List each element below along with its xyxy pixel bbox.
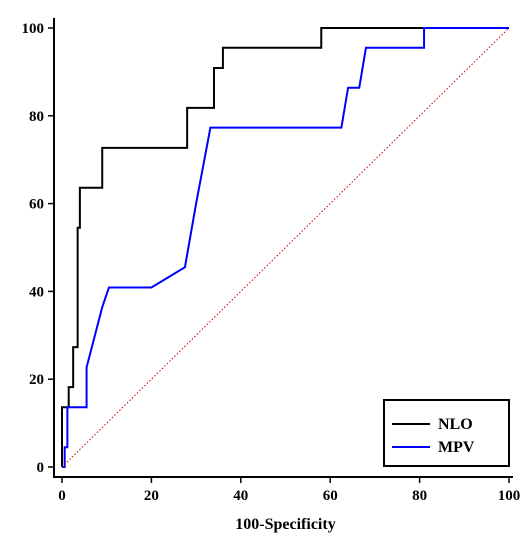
legend-label-nlo: NLO [438, 416, 473, 433]
y-tick-label: 100 [22, 21, 45, 37]
x-tick-label: 40 [233, 488, 248, 504]
y-tick-label: 40 [29, 284, 44, 300]
x-tick-label: 20 [144, 488, 159, 504]
ticks-layer: 0 20 40 60 80 100 0 20 40 60 80 100 [22, 21, 521, 504]
x-axis-title: 100-Specificity [235, 516, 335, 533]
legend-box [383, 399, 510, 467]
reference-diagonal-line [61, 27, 510, 468]
legend-label-mpv: MPV [438, 439, 475, 456]
x-tick-label: 100 [498, 488, 521, 504]
series-line-nlo [61, 27, 509, 467]
series-line-mpv [62, 27, 509, 468]
y-tick-label: 60 [29, 197, 44, 213]
x-tick-label: 80 [412, 488, 427, 504]
x-tick-label: 60 [323, 488, 338, 504]
y-tick-label: 80 [29, 109, 44, 125]
legend: NLO MPV [383, 399, 510, 467]
series-layer [61, 27, 510, 468]
x-tick-label: 0 [58, 488, 66, 504]
y-tick-label: 20 [29, 372, 44, 388]
plot-frame [53, 18, 513, 478]
y-tick-label: 0 [37, 460, 45, 476]
